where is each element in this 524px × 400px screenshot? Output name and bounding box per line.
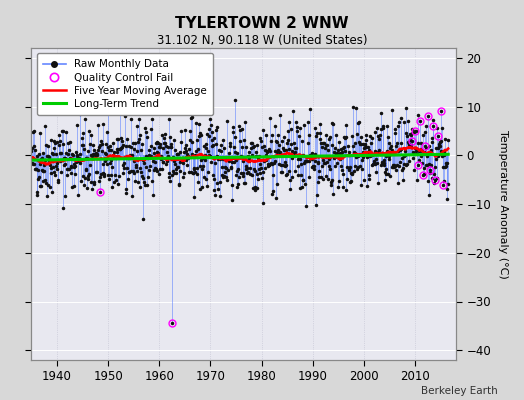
- Text: 31.102 N, 90.118 W (United States): 31.102 N, 90.118 W (United States): [157, 34, 367, 47]
- Text: TYLERTOWN 2 WNW: TYLERTOWN 2 WNW: [175, 16, 349, 31]
- Legend: Raw Monthly Data, Quality Control Fail, Five Year Moving Average, Long-Term Tren: Raw Monthly Data, Quality Control Fail, …: [37, 53, 213, 115]
- Text: Berkeley Earth: Berkeley Earth: [421, 386, 498, 396]
- Y-axis label: Temperature Anomaly (°C): Temperature Anomaly (°C): [498, 130, 508, 278]
